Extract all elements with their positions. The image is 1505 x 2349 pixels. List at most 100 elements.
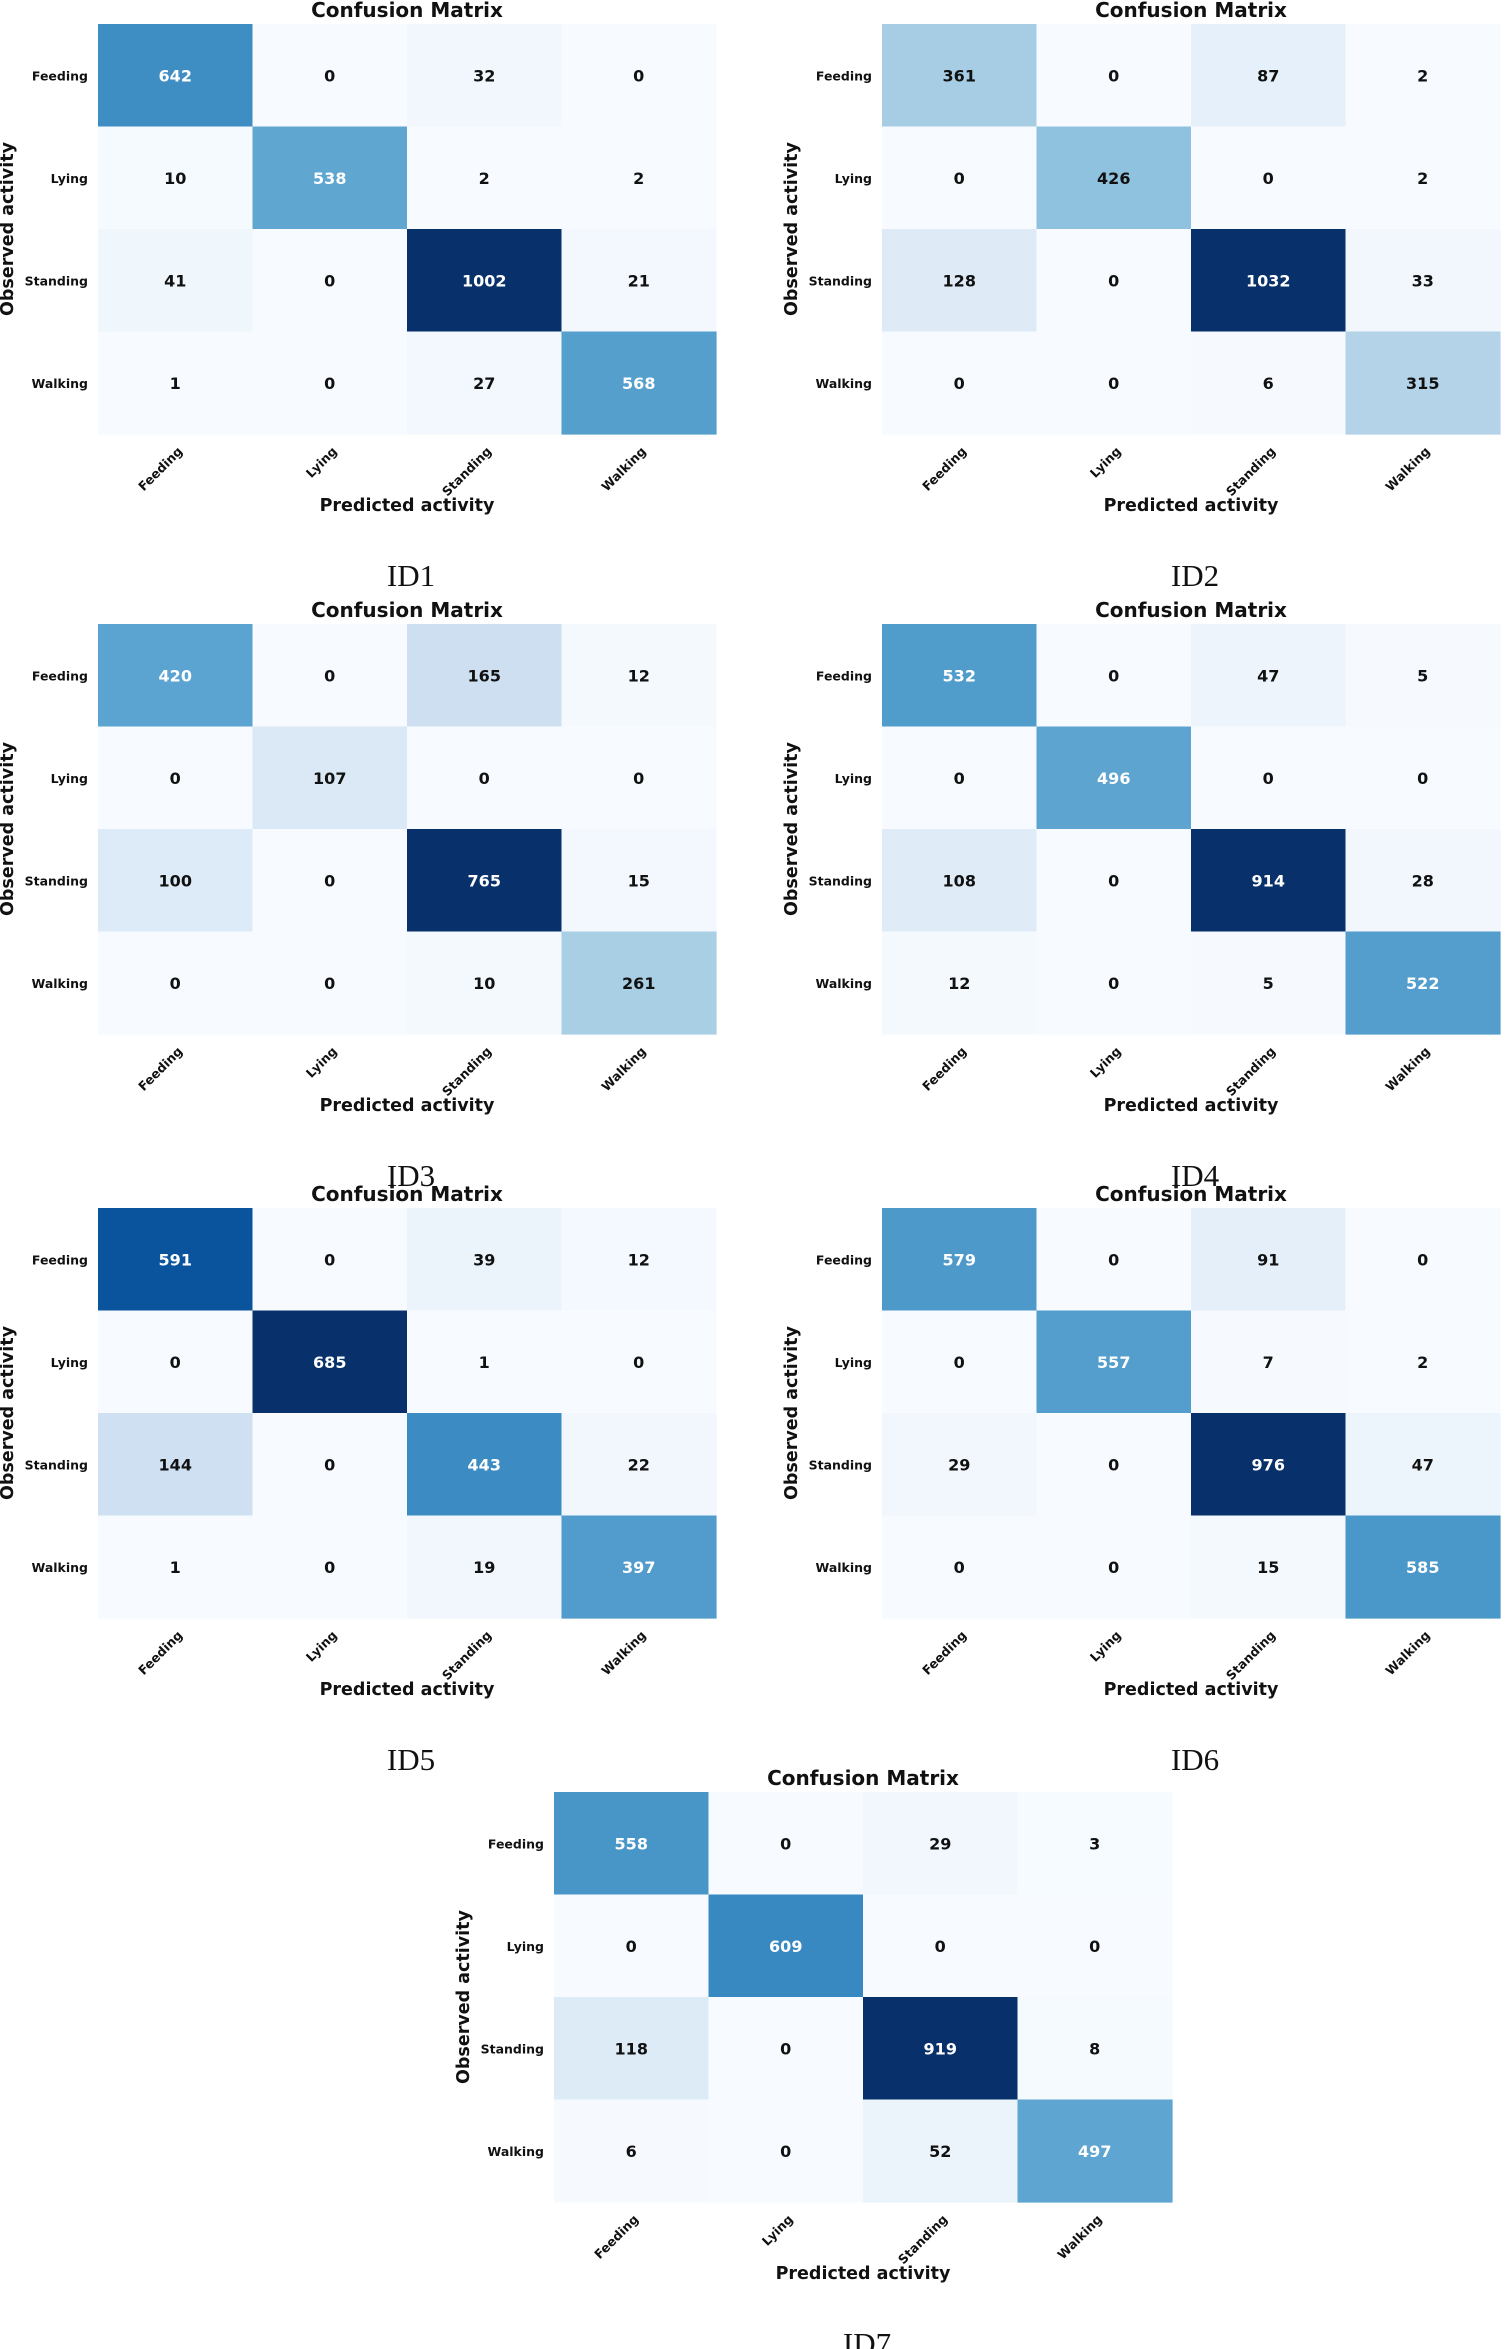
y-axis-label-id3: Observed activity: [0, 741, 18, 916]
heatmap-cell: [882, 24, 1038, 128]
heatmap-cell: [554, 1792, 710, 1896]
x-tick-label-feeding: Feeding: [919, 444, 969, 494]
heatmap-cell: [98, 126, 254, 230]
heatmap-cell: [1017, 2099, 1173, 2203]
heatmap-cell: [252, 1208, 408, 1312]
heatmap-cell: [708, 1997, 864, 2101]
x-tick-label-feeding: Feeding: [135, 444, 185, 494]
heatmap-cell: [1345, 24, 1501, 128]
heatmap-cell: [252, 1310, 408, 1414]
x-tick-label-feeding: Feeding: [591, 2212, 641, 2262]
cell-value-label: 21: [628, 271, 650, 290]
heatmap-cell: [252, 126, 408, 230]
cell-value-label: 2: [1417, 169, 1428, 188]
heatmap-cell: [98, 1413, 254, 1517]
cell-value-label: 1032: [1246, 271, 1291, 290]
x-tick-label-lying: Lying: [1087, 444, 1124, 481]
y-axis-label-id7: Observed activity: [454, 1909, 474, 2084]
cell-value-label: 579: [943, 1250, 976, 1269]
confusion-matrix-panel-id5: Confusion Matrix 591 0 39 12 0 685 1 0 144 0 443 22 1…: [0, 1182, 717, 1777]
heatmap-cell: [1345, 931, 1501, 1035]
heatmap-cell: [1345, 624, 1501, 728]
cell-value-label: 397: [622, 1558, 655, 1577]
x-tick-label-lying: Lying: [1087, 1044, 1124, 1081]
heatmap-cell: [252, 24, 408, 128]
cell-value-label: 0: [1089, 1937, 1100, 1956]
heatmap-cell: [98, 1310, 254, 1414]
y-axis-label-id5: Observed activity: [0, 1325, 18, 1500]
x-tick-label-walking: Walking: [1382, 444, 1433, 495]
y-tick-label-lying: Lying: [835, 171, 872, 186]
x-tick-label-standing: Standing: [439, 1628, 494, 1683]
x-tick-label-lying: Lying: [1087, 1628, 1124, 1665]
heatmap-cell: [1017, 1792, 1173, 1896]
cell-value-label: 919: [924, 2039, 957, 2058]
cell-value-label: 87: [1257, 66, 1279, 85]
x-tick-label-standing: Standing: [895, 2212, 950, 2267]
heatmap-cell: [1191, 331, 1347, 435]
heatmap-cell: [1191, 126, 1347, 230]
heatmap-cell: [1191, 1413, 1347, 1517]
confusion-matrix-panel-id2: Confusion Matrix 361 0 87 2 0 426 0 2 128 0 1032 33 0…: [782, 0, 1501, 593]
chart-title-id3: Confusion Matrix: [311, 598, 503, 622]
heatmap-cell: [882, 931, 1038, 1035]
heatmap-cell: [554, 2099, 710, 2203]
confusion-matrix-panel-id4: Confusion Matrix 532 0 47 5 0 496 0 0 108 0 914 28 12…: [782, 598, 1501, 1193]
heatmap-cell: [882, 1413, 1038, 1517]
cell-value-label: 165: [468, 666, 501, 685]
x-tick-label-lying: Lying: [303, 1044, 340, 1081]
y-tick-label-feeding: Feeding: [816, 668, 872, 683]
cell-value-label: 591: [159, 1250, 192, 1269]
heatmap-cell: [98, 1208, 254, 1312]
heatmap-cell: [1345, 1208, 1501, 1312]
x-axis-label-id7: Predicted activity: [776, 2264, 951, 2284]
y-tick-label-standing: Standing: [25, 1457, 88, 1472]
cell-value-label: 361: [943, 66, 976, 85]
cell-value-label: 685: [313, 1353, 346, 1372]
y-tick-label-lying: Lying: [835, 1355, 872, 1370]
heatmap-cell: [98, 24, 254, 128]
cell-value-label: 0: [324, 1455, 335, 1474]
cell-value-label: 0: [780, 1834, 791, 1853]
heatmap-cell: [708, 1792, 864, 1896]
x-tick-label-walking: Walking: [598, 444, 649, 495]
heatmap-cell: [1017, 1894, 1173, 1998]
heatmap-cell: [863, 2099, 1019, 2203]
panel-caption-id4: ID4: [1171, 1158, 1220, 1193]
cell-value-label: 532: [943, 666, 976, 685]
y-tick-label-walking: Walking: [31, 1560, 88, 1575]
heatmap-cell: [863, 1792, 1019, 1896]
heatmap-cell: [1036, 829, 1192, 933]
chart-title-id7: Confusion Matrix: [767, 1766, 959, 1790]
heatmap-cell: [708, 2099, 864, 2203]
cell-value-label: 0: [633, 66, 644, 85]
cell-value-label: 6: [1263, 374, 1274, 393]
confusion-matrix-panel-id6: Confusion Matrix 579 0 91 0 0 557 7 2 29 0 976 47 0 0 1…: [782, 1182, 1501, 1777]
heatmap-cell: [1036, 229, 1192, 333]
x-axis-label-id4: Predicted activity: [1104, 1096, 1279, 1116]
cell-value-label: 0: [954, 374, 965, 393]
heatmap-cell: [407, 24, 563, 128]
x-tick-label-standing: Standing: [1223, 1044, 1278, 1099]
x-tick-label-feeding: Feeding: [919, 1628, 969, 1678]
cell-value-label: 0: [954, 1558, 965, 1577]
cell-value-label: 0: [954, 769, 965, 788]
cell-value-label: 0: [780, 2039, 791, 2058]
heatmap-cell: [1345, 1310, 1501, 1414]
heatmap-cell: [882, 331, 1038, 435]
heatmap-cell: [554, 1997, 710, 2101]
heatmap-cell: [882, 624, 1038, 728]
cell-value-label: 91: [1257, 1250, 1279, 1269]
cell-value-label: 0: [1417, 769, 1428, 788]
cell-value-label: 0: [1263, 169, 1274, 188]
y-tick-label-lying: Lying: [51, 171, 88, 186]
heatmap-cell: [561, 1413, 717, 1517]
y-tick-label-walking: Walking: [815, 1560, 872, 1575]
cell-value-label: 100: [159, 871, 192, 890]
cell-value-label: 0: [170, 1353, 181, 1372]
chart-title-id5: Confusion Matrix: [311, 1182, 503, 1206]
heatmap-cell: [1345, 726, 1501, 830]
panel-caption-id7: ID7: [843, 2326, 891, 2349]
